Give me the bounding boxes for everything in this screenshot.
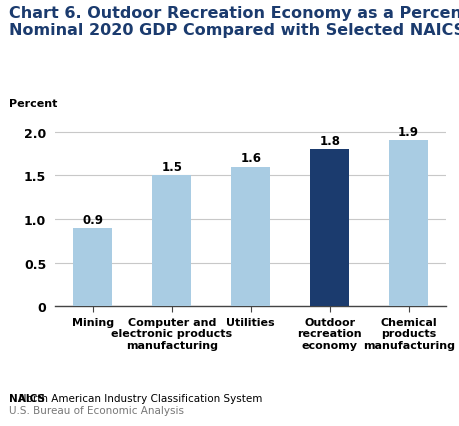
Bar	[388, 141, 427, 307]
Bar	[230, 167, 270, 307]
Text: 1.6: 1.6	[240, 152, 261, 165]
Text: NAICS: NAICS	[9, 393, 45, 403]
Bar	[151, 176, 191, 307]
Text: 1.5: 1.5	[161, 161, 182, 174]
Text: 0.9: 0.9	[82, 213, 103, 226]
Bar	[309, 150, 349, 307]
Text: Nominal 2020 GDP Compared with Selected NAICS Industries: Nominal 2020 GDP Compared with Selected …	[9, 23, 459, 38]
Text: 1.8: 1.8	[319, 135, 340, 148]
Text: North American Industry Classification System: North American Industry Classification S…	[9, 393, 262, 403]
Text: Chart 6. Outdoor Recreation Economy as a Percent of: Chart 6. Outdoor Recreation Economy as a…	[9, 6, 459, 21]
Bar	[73, 228, 112, 307]
Text: 1.9: 1.9	[397, 126, 418, 139]
Text: U.S. Bureau of Economic Analysis: U.S. Bureau of Economic Analysis	[9, 406, 184, 415]
Text: Percent: Percent	[9, 99, 57, 109]
